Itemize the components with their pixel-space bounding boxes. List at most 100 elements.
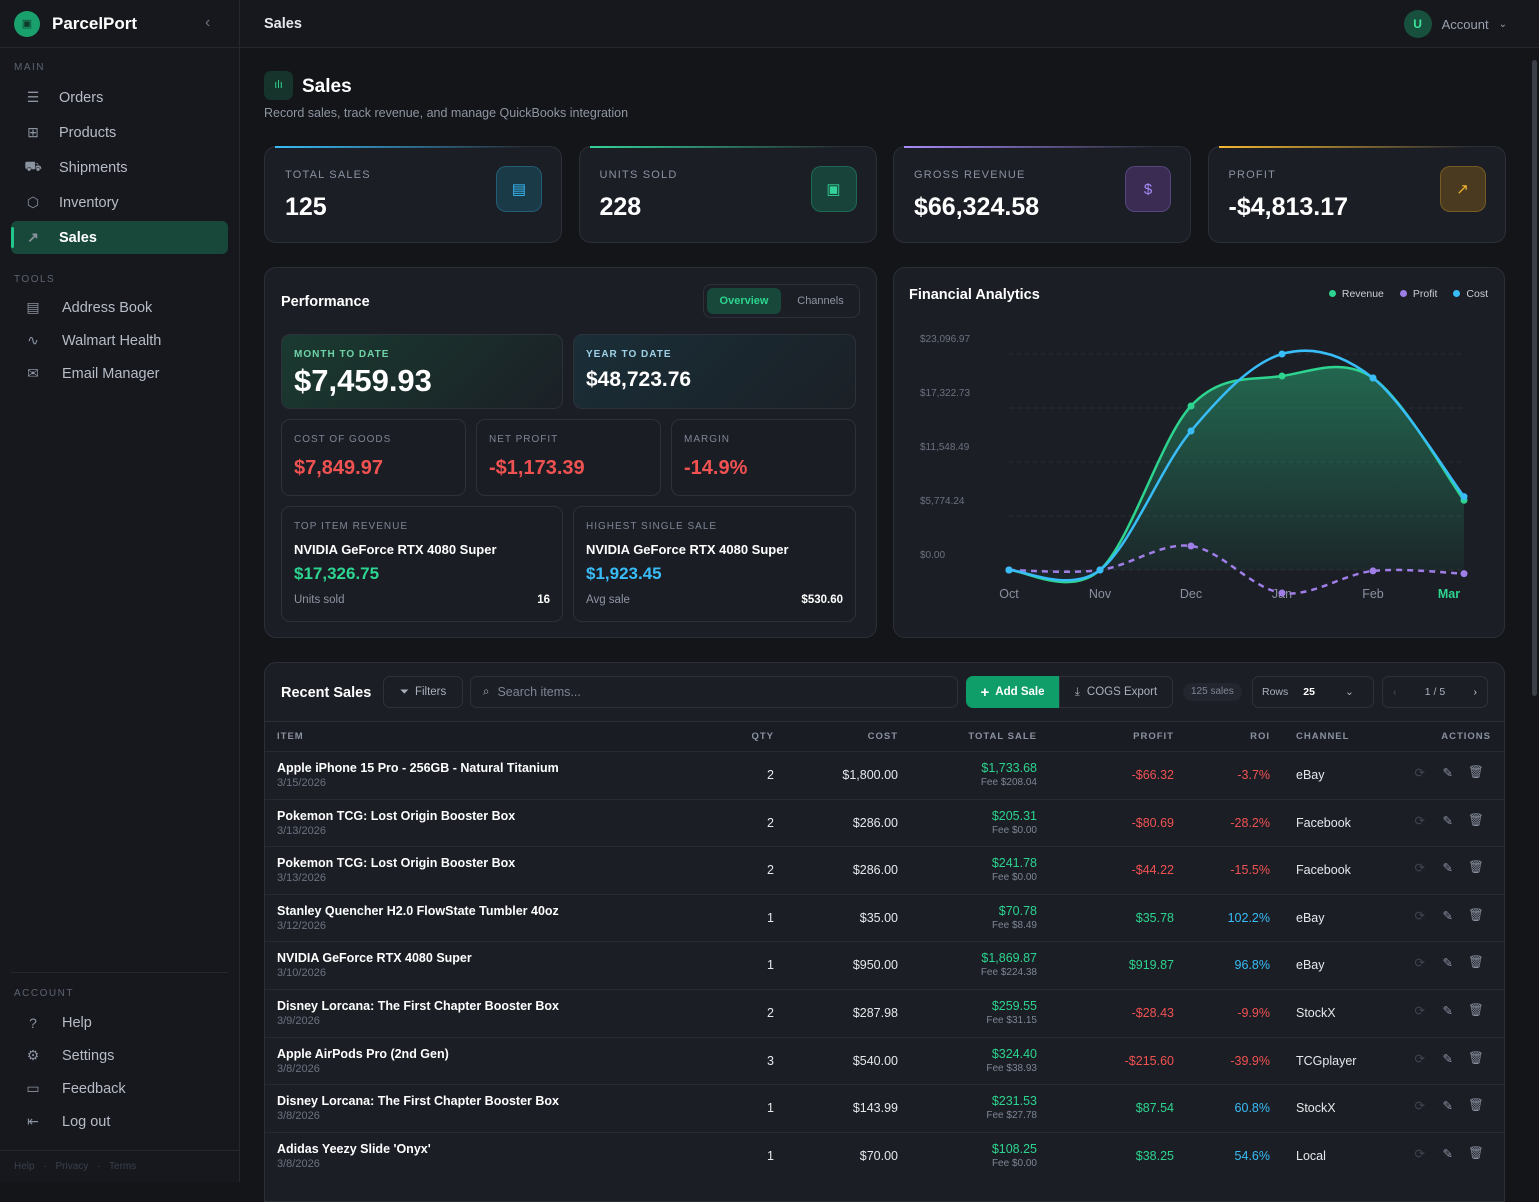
tab-overview[interactable]: Overview xyxy=(707,288,781,314)
add-sale-button[interactable]: + Add Sale xyxy=(966,676,1059,708)
section-account-label: ACCOUNT xyxy=(14,988,74,999)
rows-per-page-select[interactable]: Rows 25 ⌄ xyxy=(1252,676,1374,708)
profit-point[interactable] xyxy=(1460,570,1468,578)
item-name[interactable]: Disney Lorcana: The First Chapter Booste… xyxy=(277,1094,560,1109)
item-name[interactable]: Apple iPhone 15 Pro - 256GB - Natural Ti… xyxy=(277,761,559,775)
edit-icon[interactable]: ✎ xyxy=(1442,1099,1453,1114)
edit-icon[interactable]: ✎ xyxy=(1442,813,1453,828)
next-page-icon[interactable]: › xyxy=(1473,686,1478,698)
profit-point[interactable] xyxy=(1187,542,1195,550)
item-name[interactable]: Disney Lorcana: The First Chapter Booste… xyxy=(277,999,560,1013)
account-menu[interactable]: U Account ⌄ xyxy=(1403,10,1507,38)
sidebar-item-orders[interactable]: ☰ Orders xyxy=(11,81,228,114)
column-header-actions[interactable]: ACTIONS xyxy=(1441,731,1491,742)
cost-point[interactable] xyxy=(1096,566,1104,574)
delete-icon[interactable]: 🗑 xyxy=(1468,955,1484,970)
edit-icon[interactable]: ✎ xyxy=(1442,861,1453,876)
table-row[interactable]: Stanley Quencher H2.0 FlowState Tumbler … xyxy=(265,893,1504,942)
table-row[interactable]: Disney Lorcana: The First Chapter Booste… xyxy=(265,1084,1504,1132)
edit-icon[interactable]: ✎ xyxy=(1442,1004,1453,1018)
column-header-channel[interactable]: CHANNEL xyxy=(1296,731,1350,742)
delete-icon[interactable]: 🗑 xyxy=(1468,1003,1484,1017)
item-name[interactable]: Adidas Yeezy Slide 'Onyx' xyxy=(277,1141,431,1156)
profit-point[interactable] xyxy=(1278,589,1286,597)
table-row[interactable]: Apple iPhone 15 Pro - 256GB - Natural Ti… xyxy=(265,751,1504,799)
delete-icon[interactable]: 🗑 xyxy=(1468,1098,1484,1113)
sidebar-item-shipments[interactable]: ⛟ Shipments xyxy=(11,151,228,184)
item-name[interactable]: Stanley Quencher H2.0 FlowState Tumbler … xyxy=(277,903,559,918)
page-indicator: 1 / 5 xyxy=(1424,686,1446,698)
sync-icon[interactable]: ⟳ xyxy=(1414,1051,1425,1066)
delete-icon[interactable]: 🗑 xyxy=(1468,765,1484,779)
sidebar-item-help[interactable]: ? Help xyxy=(11,1006,228,1039)
delete-icon[interactable]: 🗑 xyxy=(1468,860,1484,875)
revenue-point[interactable] xyxy=(1278,372,1286,380)
legend-item-cost[interactable]: Cost xyxy=(1453,288,1488,300)
legend-item-revenue[interactable]: Revenue xyxy=(1328,288,1384,300)
legend-item-profit[interactable]: Profit xyxy=(1399,288,1437,300)
sidebar-item-log-out[interactable]: ⇤ Log out xyxy=(11,1105,228,1138)
cost-point[interactable] xyxy=(1187,427,1195,435)
footer-privacy-link[interactable]: Privacy xyxy=(55,1161,89,1172)
cost-point[interactable] xyxy=(1369,374,1377,382)
sync-icon[interactable]: ⟳ xyxy=(1414,1099,1425,1114)
search-input[interactable]: ⌕ Search items... xyxy=(470,676,958,708)
edit-icon[interactable]: ✎ xyxy=(1442,908,1453,923)
sidebar-item-sales[interactable]: ↗ Sales xyxy=(11,221,228,254)
cost-point[interactable] xyxy=(1005,566,1013,574)
sync-icon[interactable]: ⟳ xyxy=(1414,1004,1425,1018)
edit-icon[interactable]: ✎ xyxy=(1442,766,1453,780)
item-name[interactable]: Pokemon TCG: Lost Origin Booster Box xyxy=(277,856,516,871)
sync-icon[interactable]: ⟳ xyxy=(1414,956,1425,971)
table-row[interactable]: Pokemon TCG: Lost Origin Booster Box 3/1… xyxy=(265,846,1504,894)
cogs-export-button[interactable]: ⤓ COGS Export xyxy=(1059,676,1173,708)
scrollbar[interactable] xyxy=(1532,60,1537,696)
revenue-point[interactable] xyxy=(1187,402,1195,410)
collapse-sidebar-icon[interactable]: ‹ xyxy=(205,14,211,31)
sidebar-item-products[interactable]: ⊞ Products xyxy=(11,116,228,149)
filters-button[interactable]: ⏷ Filters xyxy=(383,676,463,708)
item-name[interactable]: Apple AirPods Pro (2nd Gen) xyxy=(277,1046,449,1061)
column-header-profit[interactable]: PROFIT xyxy=(1133,731,1174,742)
sidebar-item-address-book[interactable]: ▤ Address Book xyxy=(11,291,228,324)
sync-icon[interactable]: ⟳ xyxy=(1414,766,1425,780)
cost-point[interactable] xyxy=(1460,493,1468,501)
sync-icon[interactable]: ⟳ xyxy=(1414,861,1425,876)
sidebar-item-inventory[interactable]: ⬡ Inventory xyxy=(11,186,228,219)
cost-point[interactable] xyxy=(1278,350,1286,358)
table-row[interactable]: Apple AirPods Pro (2nd Gen) 3/8/2026 3 $… xyxy=(265,1036,1504,1085)
sync-icon[interactable]: ⟳ xyxy=(1414,1146,1425,1161)
sidebar-item-email-manager[interactable]: ✉ Email Manager xyxy=(11,357,228,390)
prev-page-icon[interactable]: ‹ xyxy=(1393,686,1397,698)
column-header-total-sale[interactable]: TOTAL SALE xyxy=(968,731,1037,742)
stat-icon: ▣ xyxy=(810,166,857,212)
sidebar-item-settings[interactable]: ⚙ Settings xyxy=(11,1039,228,1072)
table-row[interactable]: Pokemon TCG: Lost Origin Booster Box 3/1… xyxy=(265,798,1504,847)
edit-icon[interactable]: ✎ xyxy=(1442,1146,1453,1161)
item-name[interactable]: NVIDIA GeForce RTX 4080 Super xyxy=(277,951,472,966)
delete-icon[interactable]: 🗑 xyxy=(1468,1145,1484,1160)
table-row[interactable]: Disney Lorcana: The First Chapter Booste… xyxy=(265,989,1504,1037)
sidebar-item-feedback[interactable]: ▭ Feedback xyxy=(11,1072,228,1105)
column-header-cost[interactable]: COST xyxy=(867,731,898,742)
sync-icon[interactable]: ⟳ xyxy=(1414,813,1425,828)
edit-icon[interactable]: ✎ xyxy=(1442,1051,1453,1066)
delete-icon[interactable]: 🗑 xyxy=(1468,812,1484,827)
footer-terms-link[interactable]: Terms xyxy=(109,1161,137,1172)
sync-icon[interactable]: ⟳ xyxy=(1414,908,1425,923)
table-row[interactable]: NVIDIA GeForce RTX 4080 Super 3/10/2026 … xyxy=(265,941,1504,989)
footer-help-link[interactable]: Help xyxy=(14,1161,35,1172)
search-icon: ⌕ xyxy=(483,685,490,698)
delete-icon[interactable]: 🗑 xyxy=(1468,907,1484,922)
column-header-roi[interactable]: ROI xyxy=(1250,731,1270,742)
column-header-qty[interactable]: QTY xyxy=(751,731,774,742)
delete-icon[interactable]: 🗑 xyxy=(1468,1050,1484,1065)
table-row[interactable]: Adidas Yeezy Slide 'Onyx' 3/8/2026 1 $70… xyxy=(265,1131,1504,1180)
tab-channels[interactable]: Channels xyxy=(797,295,844,307)
column-header-item[interactable]: ITEM xyxy=(277,731,304,742)
sidebar-item-walmart-health[interactable]: ∿ Walmart Health xyxy=(11,324,228,357)
edit-icon[interactable]: ✎ xyxy=(1442,956,1453,971)
qty: 1 xyxy=(767,1148,774,1163)
profit-point[interactable] xyxy=(1369,567,1377,575)
item-name[interactable]: Pokemon TCG: Lost Origin Booster Box xyxy=(277,808,516,823)
